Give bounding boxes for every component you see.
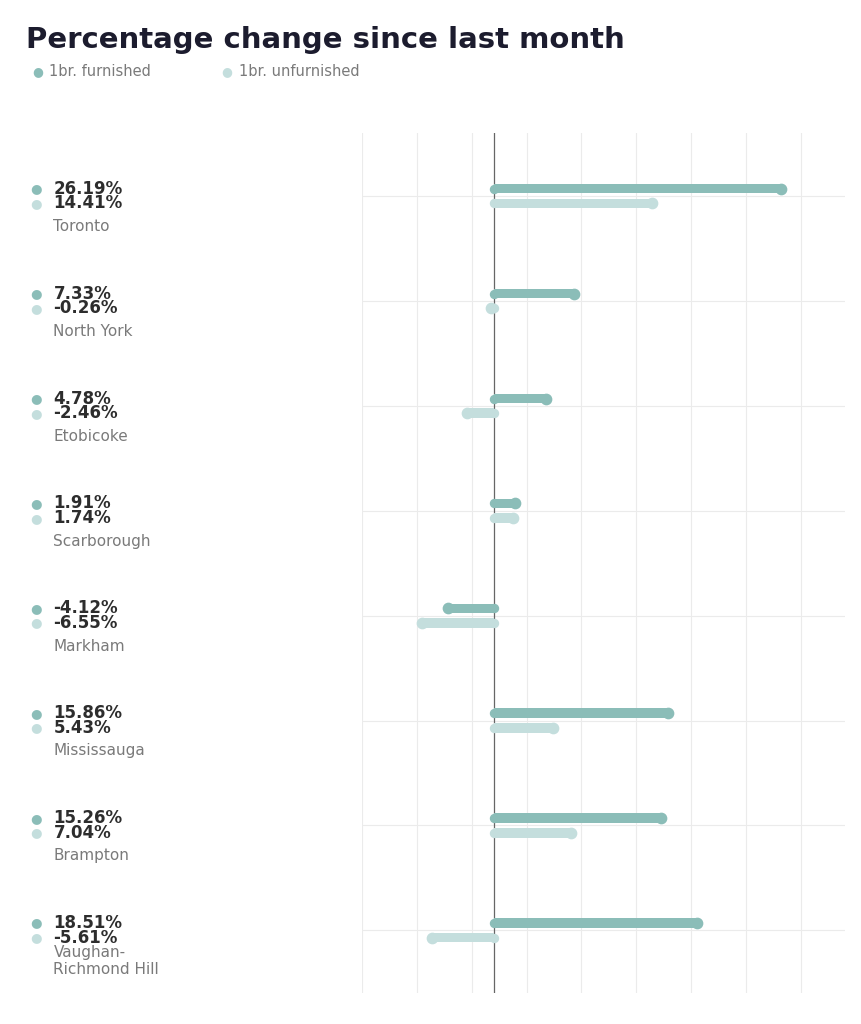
- Point: [486, 510, 500, 526]
- Point: [486, 810, 500, 826]
- Bar: [493, 723, 553, 732]
- Text: ●: ●: [30, 916, 41, 930]
- Point: [653, 810, 667, 826]
- Text: ●: ●: [30, 302, 41, 314]
- Text: -6.55%: -6.55%: [53, 614, 118, 632]
- Text: ●: ●: [30, 512, 41, 524]
- Point: [486, 196, 500, 212]
- Point: [563, 824, 577, 841]
- Point: [486, 406, 500, 422]
- Text: ●: ●: [30, 721, 41, 734]
- Text: 26.19%: 26.19%: [53, 180, 122, 198]
- Point: [689, 914, 703, 931]
- Text: Toronto: Toronto: [53, 219, 110, 233]
- Bar: [493, 199, 651, 208]
- Bar: [431, 933, 493, 942]
- Point: [567, 286, 580, 302]
- Text: ●: ●: [32, 66, 43, 78]
- Text: -2.46%: -2.46%: [53, 404, 118, 422]
- Point: [459, 406, 473, 422]
- Text: 5.43%: 5.43%: [53, 719, 111, 737]
- Text: ●: ●: [30, 812, 41, 824]
- Text: Brampton: Brampton: [53, 848, 129, 863]
- Bar: [493, 919, 696, 928]
- Point: [441, 600, 455, 616]
- Point: [486, 914, 500, 931]
- Text: 14.41%: 14.41%: [53, 195, 122, 212]
- Text: Etobicoke: Etobicoke: [53, 429, 128, 443]
- Text: ●: ●: [30, 616, 41, 630]
- Point: [486, 930, 500, 946]
- Bar: [421, 618, 493, 628]
- Point: [507, 496, 521, 512]
- Point: [486, 496, 500, 512]
- Text: ●: ●: [30, 392, 41, 406]
- Text: 1br. unfurnished: 1br. unfurnished: [238, 65, 359, 79]
- Point: [414, 614, 428, 631]
- Text: 7.33%: 7.33%: [53, 285, 111, 303]
- Text: 1.91%: 1.91%: [53, 495, 111, 512]
- Text: -0.26%: -0.26%: [53, 299, 118, 317]
- Text: ●: ●: [30, 497, 41, 510]
- Text: Mississauga: Mississauga: [53, 743, 145, 759]
- Text: -5.61%: -5.61%: [53, 929, 118, 946]
- Point: [773, 180, 787, 197]
- Text: 4.78%: 4.78%: [53, 389, 111, 408]
- Text: 7.04%: 7.04%: [53, 823, 111, 842]
- Point: [546, 720, 560, 736]
- Point: [486, 600, 500, 616]
- Point: [486, 390, 500, 407]
- Point: [486, 705, 500, 721]
- Bar: [493, 813, 660, 823]
- Bar: [493, 289, 573, 298]
- Text: Percentage change since last month: Percentage change since last month: [26, 26, 624, 53]
- Text: 1br. furnished: 1br. furnished: [49, 65, 151, 79]
- Bar: [493, 828, 570, 838]
- Point: [539, 390, 553, 407]
- Text: -4.12%: -4.12%: [53, 599, 118, 617]
- Point: [424, 930, 438, 946]
- Text: ●: ●: [30, 182, 41, 196]
- Point: [486, 614, 500, 631]
- Bar: [493, 709, 667, 718]
- Bar: [493, 394, 546, 403]
- Text: Scarborough: Scarborough: [53, 534, 151, 549]
- Point: [486, 824, 500, 841]
- Text: ●: ●: [30, 826, 41, 840]
- Text: ●: ●: [221, 66, 232, 78]
- Point: [505, 510, 519, 526]
- Point: [486, 720, 500, 736]
- Text: Vaughan-
Richmond Hill: Vaughan- Richmond Hill: [53, 944, 159, 977]
- Text: ●: ●: [30, 602, 41, 614]
- Text: 1.74%: 1.74%: [53, 509, 111, 527]
- Text: ●: ●: [30, 407, 41, 420]
- Point: [486, 300, 500, 316]
- Text: ●: ●: [30, 287, 41, 300]
- Bar: [493, 499, 514, 508]
- Point: [644, 196, 658, 212]
- Text: 18.51%: 18.51%: [53, 914, 122, 932]
- Text: ●: ●: [30, 707, 41, 720]
- Text: ●: ●: [30, 931, 41, 944]
- Text: North York: North York: [53, 324, 133, 339]
- Bar: [493, 184, 780, 194]
- Text: 15.86%: 15.86%: [53, 705, 122, 722]
- Text: 15.26%: 15.26%: [53, 809, 122, 827]
- Point: [483, 300, 497, 316]
- Point: [486, 180, 500, 197]
- Point: [486, 286, 500, 302]
- Bar: [466, 409, 493, 418]
- Bar: [490, 303, 493, 313]
- Bar: [493, 513, 512, 523]
- Bar: [448, 603, 493, 613]
- Point: [660, 705, 674, 721]
- Text: ●: ●: [30, 197, 41, 210]
- Text: Markham: Markham: [53, 639, 125, 653]
